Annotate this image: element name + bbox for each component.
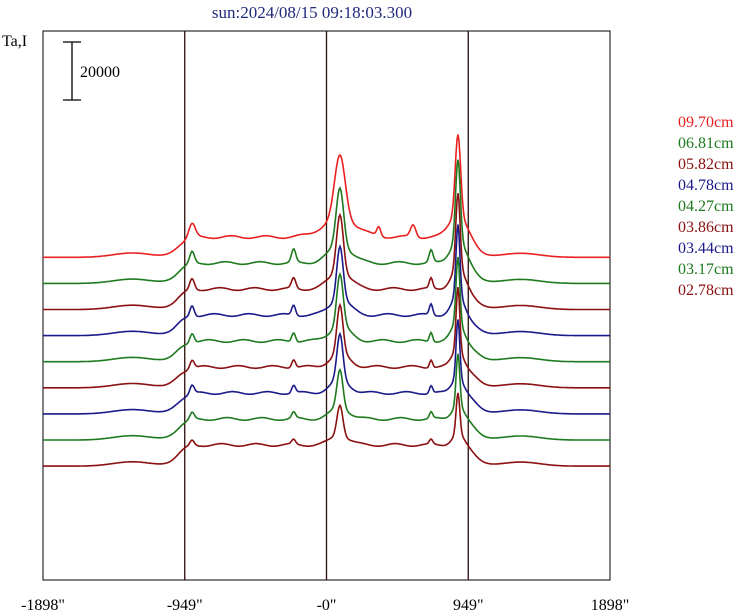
trace-05.82cm [43,193,610,311]
legend-entry-02.78cm: 02.78cm [678,282,734,299]
legend: 09.70cm 06.81cm 05.82cm 04.78cm 04.27cm 03.86… [678,114,734,299]
scale-bar: 20000 [63,41,120,101]
scale-bar-label: 20000 [80,64,120,81]
chart-title: sun:2024/08/15 09:18:03.300 [212,3,412,22]
legend-entry-05.82cm: 05.82cm [678,156,734,173]
trace-02.78cm [43,392,610,467]
legend-entry-09.70cm: 09.70cm [678,114,734,131]
legend-entry-03.86cm: 03.86cm [678,219,734,236]
legend-entry-04.78cm: 04.78cm [678,177,734,194]
x-tick-labels: -1898" -949" -0" 949" 1898" [21,597,629,614]
trace-03.44cm [43,319,610,415]
trace-06.81cm [43,159,610,285]
x-tick-label-3: 949" [453,597,484,614]
x-tick-label-1: -949" [167,597,203,614]
trace-04.27cm [43,256,610,363]
legend-entry-06.81cm: 06.81cm [678,135,734,152]
trace-04.78cm [43,224,610,337]
series-traces [43,134,610,467]
x-tick-label-0: -1898" [21,597,65,614]
x-tick-label-4: 1898" [591,597,630,614]
trace-03.86cm [43,287,610,389]
trace-09.70cm [43,134,610,259]
vertical-markers [184,31,469,580]
legend-entry-03.17cm: 03.17cm [678,261,734,278]
legend-entry-03.44cm: 03.44cm [678,240,734,257]
trace-03.17cm [43,353,610,441]
x-tick-label-2: -0" [317,597,337,614]
y-axis-label: Ta,I [2,33,27,50]
legend-entry-04.27cm: 04.27cm [678,198,734,215]
